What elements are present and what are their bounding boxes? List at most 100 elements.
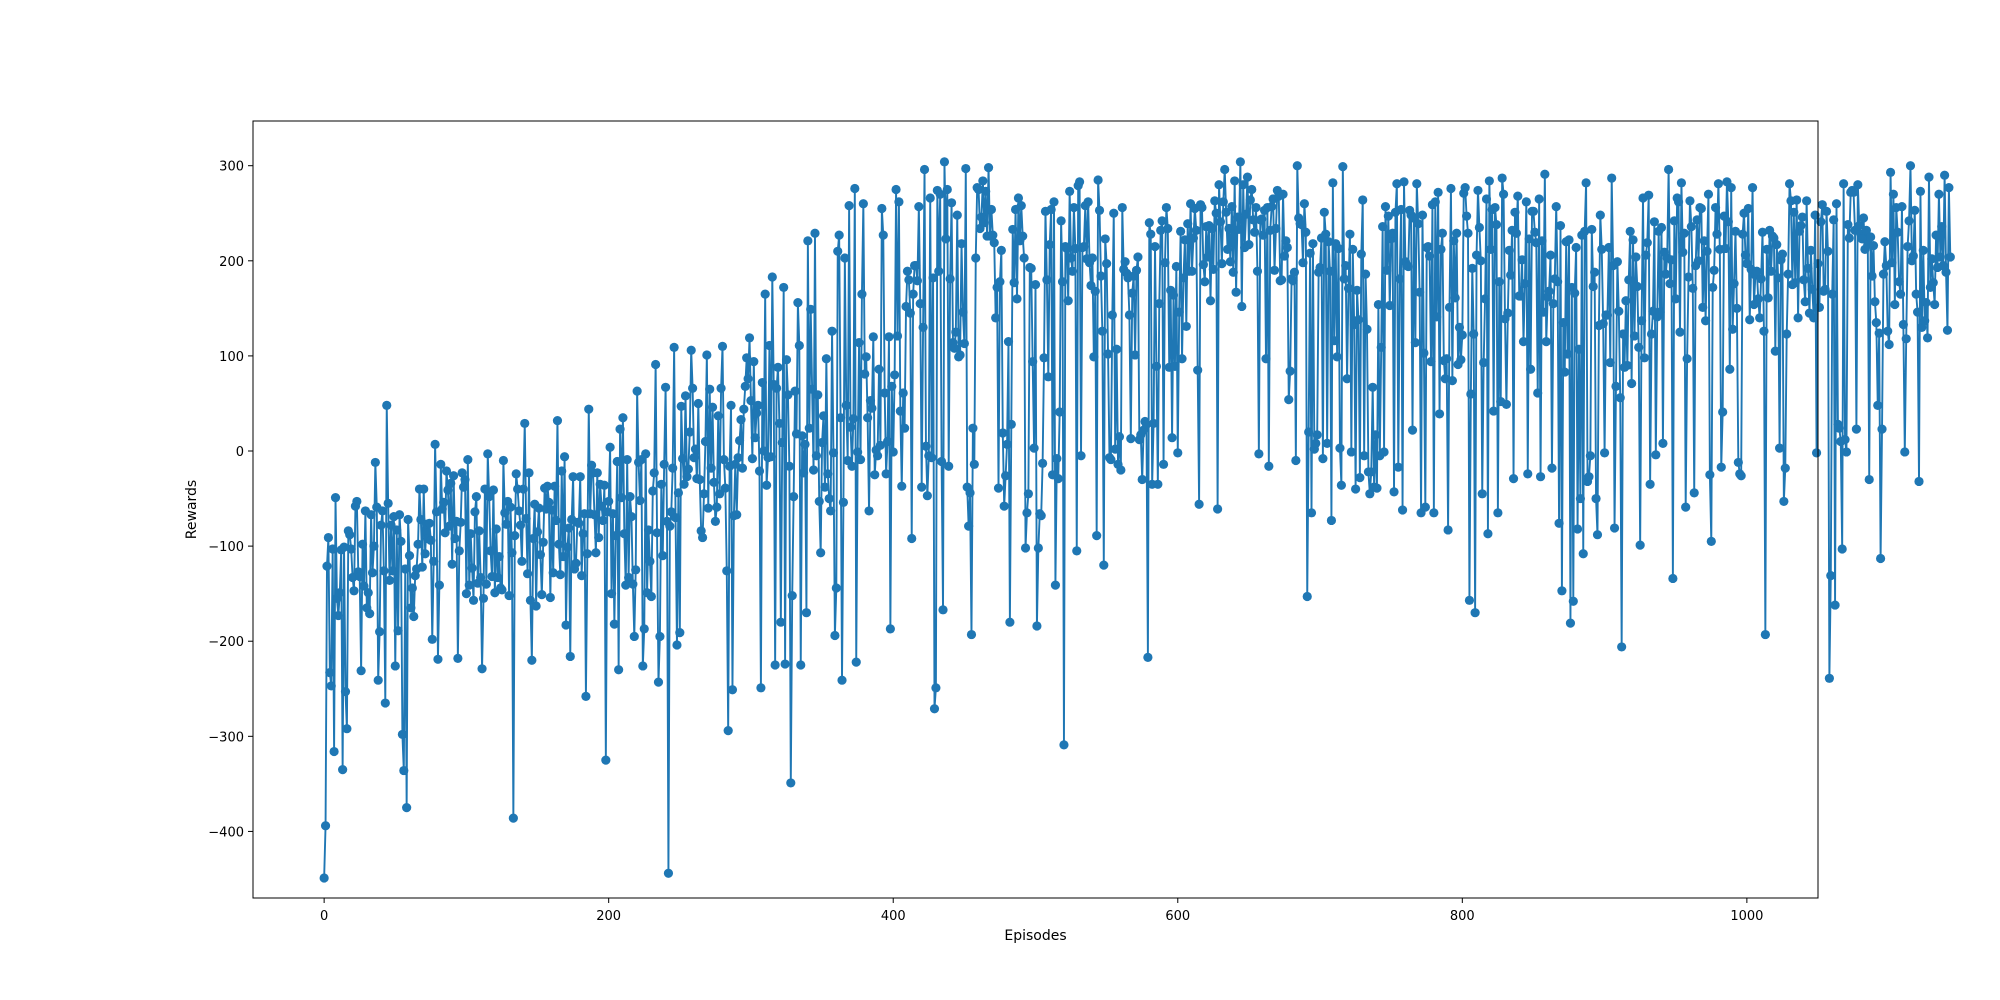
data-point	[1389, 487, 1399, 497]
data-point	[396, 536, 406, 546]
data-point	[1028, 357, 1038, 367]
data-point	[1521, 197, 1531, 207]
data-point	[1912, 307, 1923, 317]
data-point	[672, 640, 682, 650]
data-point	[841, 400, 851, 410]
data-point	[322, 561, 332, 571]
data-point	[746, 396, 756, 406]
data-point	[608, 509, 618, 519]
data-point	[1591, 493, 1601, 504]
data-point	[1756, 274, 1766, 284]
data-point	[527, 655, 537, 665]
data-point	[439, 497, 449, 507]
data-point	[384, 575, 395, 585]
data-point	[875, 440, 886, 450]
data-point	[429, 556, 439, 566]
data-point	[739, 404, 749, 414]
data-point	[1151, 361, 1162, 371]
data-point	[740, 381, 750, 391]
data-point	[500, 508, 510, 518]
data-point	[394, 510, 405, 520]
data-point	[794, 340, 804, 351]
data-point	[1942, 325, 1953, 335]
data-point	[1248, 215, 1258, 225]
data-point	[366, 510, 376, 520]
data-point	[1729, 279, 1739, 289]
x-tick-label: 400	[881, 909, 906, 924]
data-point	[652, 528, 662, 538]
data-point	[1544, 286, 1554, 296]
data-point	[1020, 543, 1031, 553]
data-point	[1607, 173, 1617, 183]
data-point	[904, 275, 914, 285]
data-point	[1493, 508, 1503, 518]
data-point	[629, 631, 639, 642]
data-point	[355, 571, 365, 582]
data-point	[1686, 221, 1696, 232]
data-point	[639, 624, 649, 634]
data-point	[484, 492, 494, 502]
data-point	[1523, 469, 1533, 479]
data-point	[1645, 479, 1655, 489]
data-point	[1803, 263, 1813, 274]
data-point	[1498, 189, 1509, 199]
data-point	[488, 485, 499, 495]
data-point	[1288, 276, 1298, 286]
data-point	[1213, 504, 1223, 514]
data-point	[1198, 260, 1208, 270]
data-point	[548, 568, 558, 578]
data-point	[1617, 642, 1627, 652]
data-point	[1393, 462, 1403, 472]
data-point	[382, 400, 392, 410]
data-point	[898, 388, 908, 398]
data-point	[826, 506, 836, 516]
data-point	[1810, 210, 1820, 220]
data-point	[1554, 518, 1564, 528]
data-point	[1649, 217, 1659, 227]
data-point	[1237, 301, 1247, 312]
data-point	[814, 496, 824, 507]
data-point	[1352, 285, 1362, 295]
data-point	[905, 308, 915, 318]
data-point	[670, 512, 681, 523]
data-point	[1023, 489, 1033, 499]
data-point	[1924, 172, 1934, 182]
data-point	[844, 201, 854, 211]
data-point	[804, 423, 814, 433]
data-point	[1646, 329, 1657, 339]
data-point	[1097, 326, 1107, 336]
data-point	[1227, 201, 1237, 212]
data-point	[855, 454, 866, 465]
data-point	[800, 439, 810, 449]
data-point	[760, 289, 770, 299]
data-point	[1666, 255, 1677, 265]
data-point	[1432, 312, 1442, 322]
data-point	[1247, 184, 1257, 195]
data-point	[1181, 321, 1191, 332]
data-point	[504, 590, 514, 601]
data-point	[1292, 161, 1302, 171]
data-point	[864, 506, 874, 516]
data-point	[1167, 433, 1177, 443]
data-point	[793, 298, 803, 308]
data-point	[1070, 243, 1080, 254]
data-point	[1710, 202, 1721, 213]
data-point	[1325, 266, 1335, 276]
data-point	[1388, 228, 1398, 238]
data-point	[690, 444, 701, 454]
data-point	[542, 481, 553, 491]
data-point	[726, 400, 736, 410]
data-point	[1109, 208, 1119, 218]
data-point	[1050, 580, 1061, 590]
data-point	[1824, 673, 1834, 683]
data-point	[635, 495, 645, 506]
data-point	[1699, 236, 1709, 246]
data-point	[830, 630, 840, 641]
data-point	[555, 570, 565, 580]
data-point	[1415, 287, 1425, 297]
data-point	[897, 481, 907, 491]
data-point	[1373, 299, 1383, 310]
data-point	[1725, 364, 1735, 374]
data-point	[833, 246, 843, 256]
